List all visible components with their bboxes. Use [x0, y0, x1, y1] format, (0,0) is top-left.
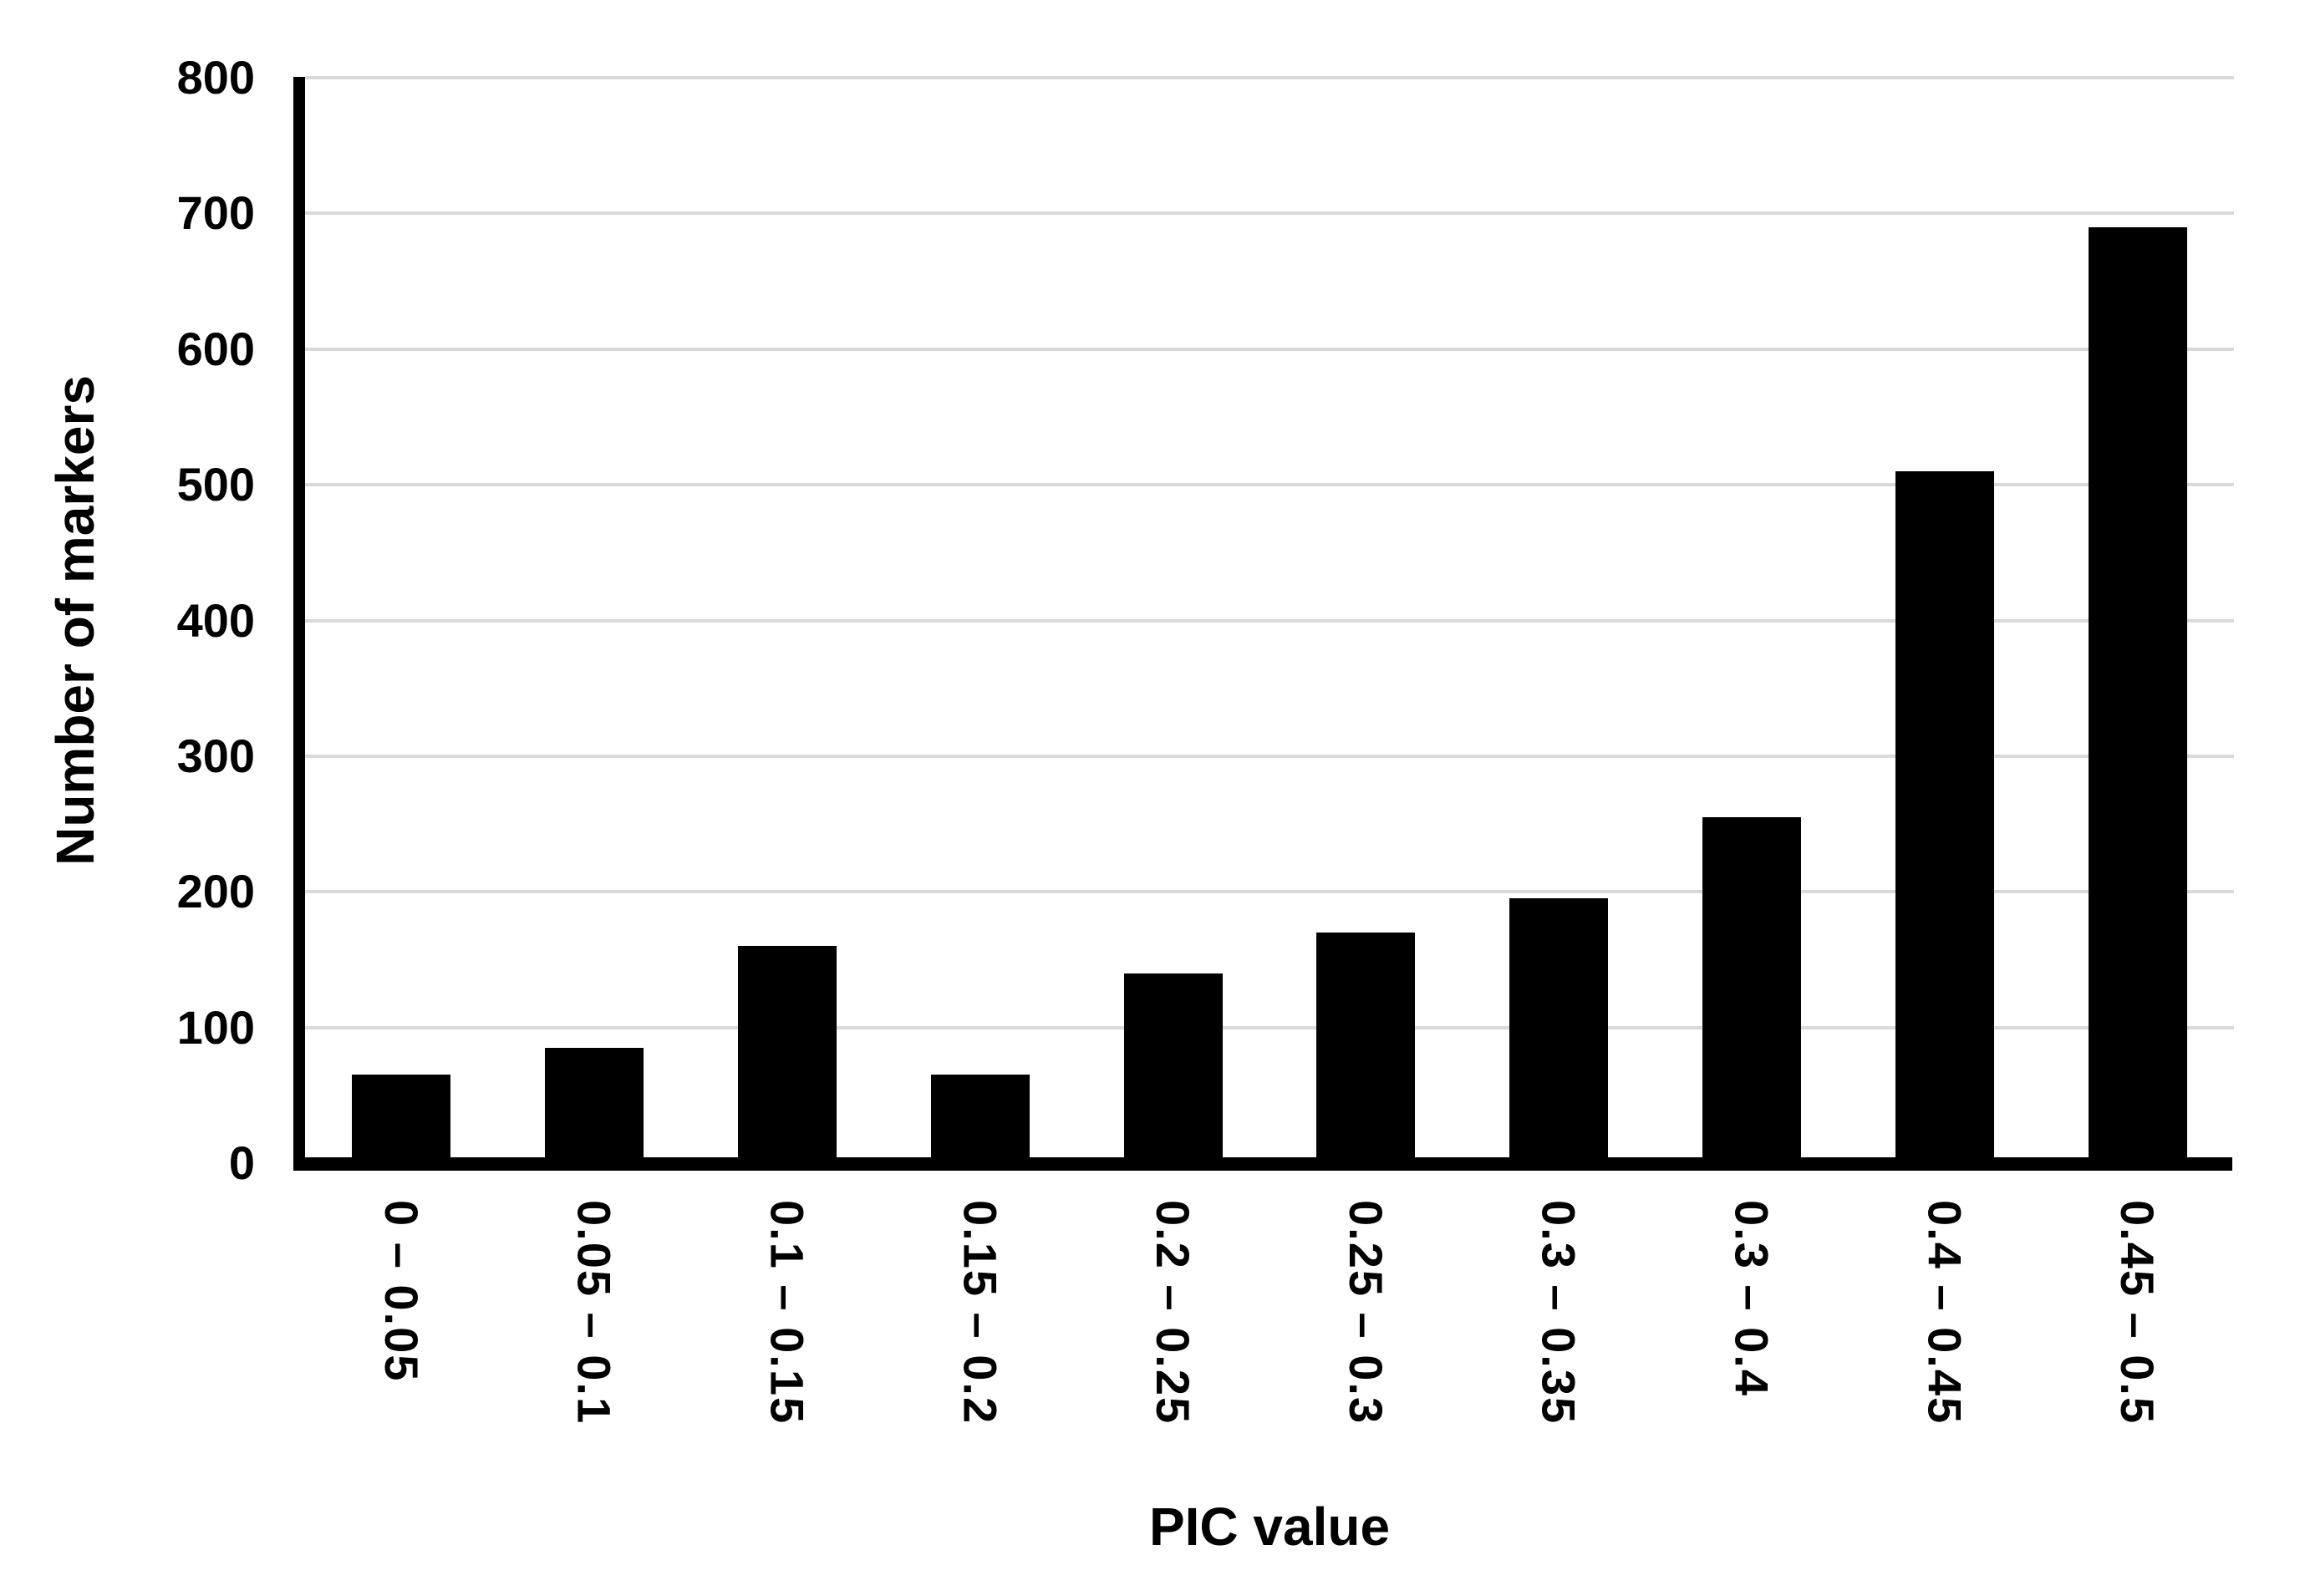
bar [352, 1075, 451, 1163]
bar [1123, 973, 1223, 1163]
bar [1509, 898, 1609, 1163]
bar [2088, 226, 2187, 1163]
gridline [305, 890, 2234, 894]
x-tick-slot: 0.4 – 0.45 [1848, 1200, 2041, 1517]
x-tick-slot: 0.15 – 0.2 [883, 1200, 1076, 1517]
x-tick-slot: 0.3 – 0.35 [1463, 1200, 1656, 1517]
x-tick-label: 0 – 0.05 [374, 1200, 428, 1383]
y-tick-label: 600 [176, 322, 255, 375]
x-tick-label: 0.1 – 0.15 [761, 1200, 814, 1426]
x-tick-label: 0.25 – 0.3 [1339, 1200, 1392, 1426]
x-tick-label: 0.05 – 0.1 [567, 1200, 621, 1426]
y-axis-line [293, 77, 305, 1171]
x-tick-slot: 0.45 – 0.5 [2041, 1200, 2234, 1517]
x-tick-slot: 0.1 – 0.15 [691, 1200, 884, 1517]
x-tick-slot: 0.25 – 0.3 [1270, 1200, 1463, 1517]
gridline [305, 754, 2234, 758]
y-tick-label: 200 [176, 865, 255, 918]
gridline [305, 211, 2234, 216]
y-tick-label: 400 [176, 593, 255, 647]
x-tick-slot: 0 – 0.05 [305, 1200, 498, 1517]
bar [1895, 470, 1994, 1163]
x-tick-label: 0.4 – 0.45 [1918, 1200, 1972, 1426]
gridline [305, 76, 2234, 79]
bar [545, 1047, 644, 1163]
x-tick-label: 0.45 – 0.5 [2111, 1200, 2165, 1426]
y-tick-label: 0 [228, 1136, 255, 1189]
bar [738, 946, 837, 1163]
x-axis-title: PIC value [1148, 1497, 1391, 1557]
gridline [305, 618, 2234, 623]
x-tick-layer: 0 – 0.05 0.05 – 0.1 0.1 – 0.15 0.15 – 0.2 0.… [305, 1200, 2234, 1517]
x-tick-slot: 0.3 – 0.4 [1656, 1200, 1849, 1517]
bar [1702, 816, 1801, 1163]
y-tick-label: 300 [176, 729, 255, 782]
bar [1316, 932, 1416, 1163]
gridline [305, 1025, 2234, 1029]
bar [930, 1075, 1030, 1163]
gridline [305, 347, 2234, 351]
gridline [305, 483, 2234, 487]
x-tick-label: 0.15 – 0.2 [954, 1200, 1007, 1426]
y-tick-label: 700 [176, 186, 255, 240]
x-tick-label: 0.3 – 0.35 [1532, 1200, 1585, 1426]
y-tick-label: 100 [176, 1000, 255, 1054]
x-tick-slot: 0.2 – 0.25 [1076, 1200, 1270, 1517]
x-tick-slot: 0.05 – 0.1 [498, 1200, 691, 1517]
plot-area [305, 76, 2234, 1163]
x-tick-label: 0.2 – 0.25 [1147, 1200, 1200, 1426]
y-tick-label: 800 [176, 51, 255, 104]
y-tick-label: 500 [176, 458, 255, 511]
x-tick-label: 0.3 – 0.4 [1725, 1200, 1778, 1397]
